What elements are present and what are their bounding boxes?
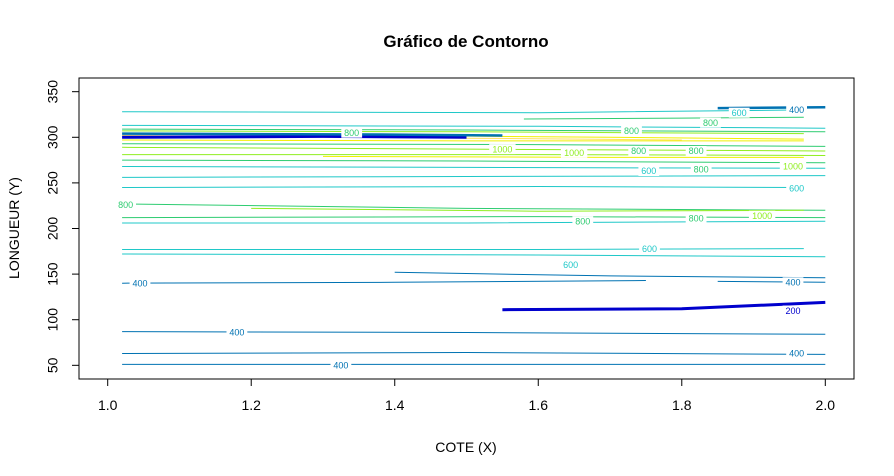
contour-line-1000 (122, 154, 826, 156)
contour-line-600 (122, 185, 804, 188)
x-tick-label: 2.0 (816, 397, 836, 413)
contour-line-400 (122, 132, 503, 137)
y-tick-label: 250 (45, 171, 61, 195)
contour-label-background (226, 327, 248, 338)
contour-label: 400 (789, 349, 804, 359)
contour-label: 600 (789, 184, 804, 194)
contour-label-background (786, 348, 807, 359)
chart-title: Gráfico de Contorno (383, 32, 548, 51)
contour-line-600 (122, 253, 826, 258)
y-tick-label: 200 (45, 217, 61, 241)
contour-label-background (489, 144, 516, 155)
contour-label: 400 (785, 278, 800, 288)
contour-line-800 (523, 116, 804, 120)
contour-line-600 (122, 109, 804, 114)
contour-line-600 (122, 248, 804, 250)
x-tick-label: 1.6 (529, 397, 549, 413)
x-axis-label: COTE (X) (435, 439, 496, 455)
contour-label-background (639, 243, 660, 254)
contour-label-background (690, 164, 712, 175)
contour-line-200 (122, 134, 467, 139)
contour-line-400 (122, 280, 646, 284)
x-tick-label: 1.8 (672, 397, 692, 413)
contour-line-400 (394, 271, 826, 279)
contour-label: 800 (118, 200, 133, 210)
contour-labels: 400 400 400 200 400 400 600 600 800 800 1000 800 600… (115, 104, 807, 371)
contour-line-600 (122, 220, 826, 224)
contour-label-background (621, 125, 642, 136)
contour-line-1200 (122, 139, 804, 142)
contour-label: 600 (642, 244, 657, 254)
contour-label: 600 (563, 260, 578, 270)
contour-label-background (685, 146, 707, 156)
contour-label: 600 (732, 108, 747, 118)
contour-label-background (786, 104, 807, 115)
y-tick-label: 50 (45, 357, 61, 373)
contour-line-600 (122, 175, 826, 178)
contour-label: 800 (575, 216, 590, 226)
contour-label: 800 (689, 214, 704, 224)
x-axis: 1.0 1.2 1.4 1.6 1.8 2.0 (98, 378, 836, 413)
contour-line-1200 (322, 155, 804, 158)
contour-label: 400 (229, 328, 244, 338)
contour-label-background (782, 305, 804, 316)
contour-label: 800 (689, 146, 704, 156)
contour-label-background (341, 127, 363, 138)
y-tick-label: 300 (45, 125, 61, 149)
contour-label: 400 (132, 278, 147, 288)
contour-lines (122, 105, 826, 365)
contour-line-800 (122, 143, 826, 147)
x-tick-label: 1.4 (385, 397, 405, 413)
contour-label: 400 (789, 105, 804, 115)
x-tick-label: 1.0 (98, 397, 118, 413)
contour-label: 800 (694, 164, 709, 174)
contour-label-background (560, 147, 588, 158)
contour-label-background (330, 360, 352, 371)
contour-label: 800 (631, 146, 646, 156)
contour-label: 800 (624, 126, 639, 136)
contour-line-200 (502, 300, 826, 312)
contour-line-600 (122, 124, 826, 129)
contour-line-400 (717, 280, 826, 283)
contour-line-800 (122, 203, 826, 211)
y-tick-label: 150 (45, 262, 61, 286)
contour-label-background (572, 216, 594, 227)
y-axis: 50 100 150 200 250 300 350 (45, 80, 80, 373)
x-tick-label: 1.2 (241, 397, 261, 413)
contour-label: 1000 (783, 162, 803, 172)
contour-label-background (779, 161, 807, 172)
contour-label-background (628, 146, 650, 156)
contour-label-background (129, 278, 151, 289)
contour-label: 200 (785, 306, 800, 316)
contour-label-background (115, 199, 136, 210)
contour-label: 1000 (564, 148, 584, 158)
contour-label: 600 (641, 166, 656, 176)
contour-line-400 (122, 351, 826, 355)
contour-label: 800 (703, 118, 718, 128)
contour-line-1000 (251, 207, 804, 212)
contour-label-background (638, 166, 660, 176)
contour-line-1000 (122, 146, 826, 152)
y-tick-label: 350 (45, 80, 61, 104)
contour-label-background (700, 117, 721, 128)
contour-label-background (782, 277, 804, 288)
contour-line-800 (122, 128, 826, 133)
contour-label: 1000 (492, 144, 512, 154)
contour-label: 400 (333, 361, 348, 371)
contour-line-800 (122, 216, 826, 219)
y-tick-label: 100 (45, 308, 61, 332)
contour-label: 800 (344, 128, 359, 138)
contour-label-background (685, 213, 707, 224)
contour-line-600 (122, 166, 826, 169)
y-axis-label: LONGUEUR (Y) (6, 177, 22, 279)
contour-label: 1000 (752, 211, 772, 221)
contour-label-background (728, 107, 750, 118)
contour-line-1000 (122, 130, 804, 135)
contour-label-background (560, 260, 581, 270)
contour-line-800 (122, 159, 826, 164)
contour-label-background (786, 183, 807, 194)
contour-label-background (748, 210, 776, 221)
